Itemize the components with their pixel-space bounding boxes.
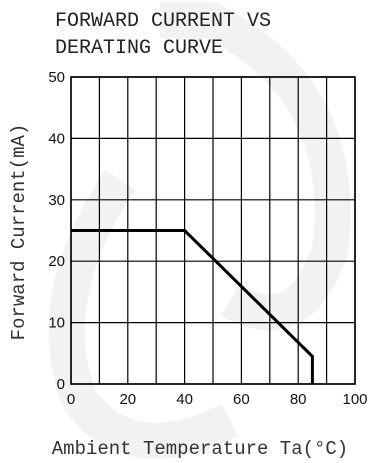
x-axis-label: Ambient Temperature Ta(°C)	[52, 438, 348, 460]
x-tick-label: 100	[342, 391, 367, 408]
y-tick-label: 0	[57, 376, 65, 393]
derating-curve-line	[71, 229, 314, 384]
x-tick-label: 60	[233, 391, 250, 408]
x-tick-label: 20	[119, 391, 136, 408]
y-tick-label: 30	[48, 192, 65, 209]
y-tick-label: 50	[48, 69, 65, 86]
y-tick-label: 40	[48, 130, 65, 147]
x-tick-label: 0	[67, 391, 75, 408]
tick-labels: 0 20 40 60 80 100 0 10 20 30 40 50	[48, 69, 367, 408]
y-tick-label: 20	[48, 253, 65, 270]
x-tick-label: 80	[290, 391, 307, 408]
chart-title-line-2: DERATING CURVE	[55, 37, 223, 60]
x-tick-label: 40	[176, 391, 193, 408]
grid	[70, 76, 356, 385]
y-tick-label: 10	[48, 315, 65, 332]
y-axis-label: Forward Current(mA)	[8, 124, 30, 341]
chart-title-line-1: FORWARD CURRENT VS	[55, 10, 271, 33]
series	[71, 229, 314, 384]
watermark-logo	[48, 2, 351, 459]
